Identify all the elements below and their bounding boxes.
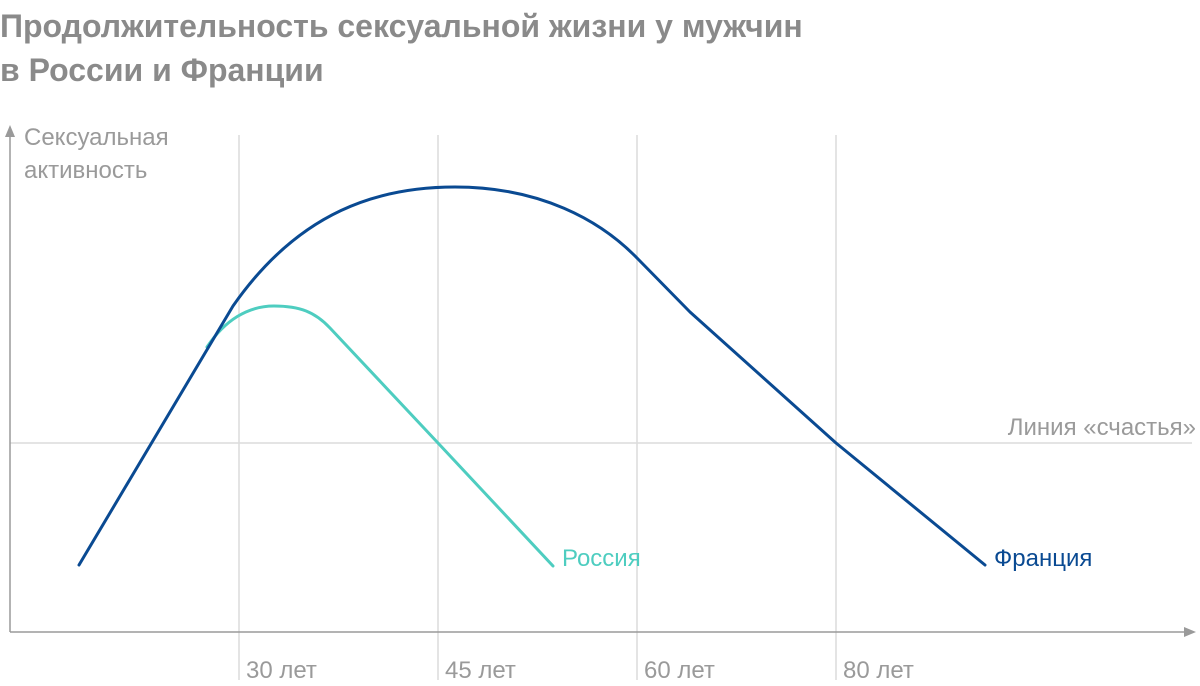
y-axis-arrow (5, 125, 15, 137)
x-tick-label-30: 30 лет (246, 657, 317, 684)
x-tick-label-80: 80 лет (843, 657, 914, 684)
x-axis-arrow (1184, 627, 1196, 637)
chart-title-line2: в России и Франции (0, 52, 324, 88)
x-tick-label-45: 45 лет (445, 657, 516, 684)
series-line-russia (205, 304, 555, 568)
series-label-russia: Россия (562, 545, 641, 572)
happiness-line-label: Линия «счастья» (1008, 414, 1196, 441)
series-label-france: Франция (994, 545, 1092, 572)
chart-title-line1: Продолжительность сексуальной жизни у му… (0, 8, 803, 44)
y-axis-label-line2: активность (24, 157, 147, 184)
chart-title: Продолжительность сексуальной жизни у му… (0, 4, 1000, 92)
series-line-france (77, 185, 987, 567)
x-tick-label-60: 60 лет (644, 657, 715, 684)
y-axis-label-line1: Сексуальная (24, 124, 169, 151)
